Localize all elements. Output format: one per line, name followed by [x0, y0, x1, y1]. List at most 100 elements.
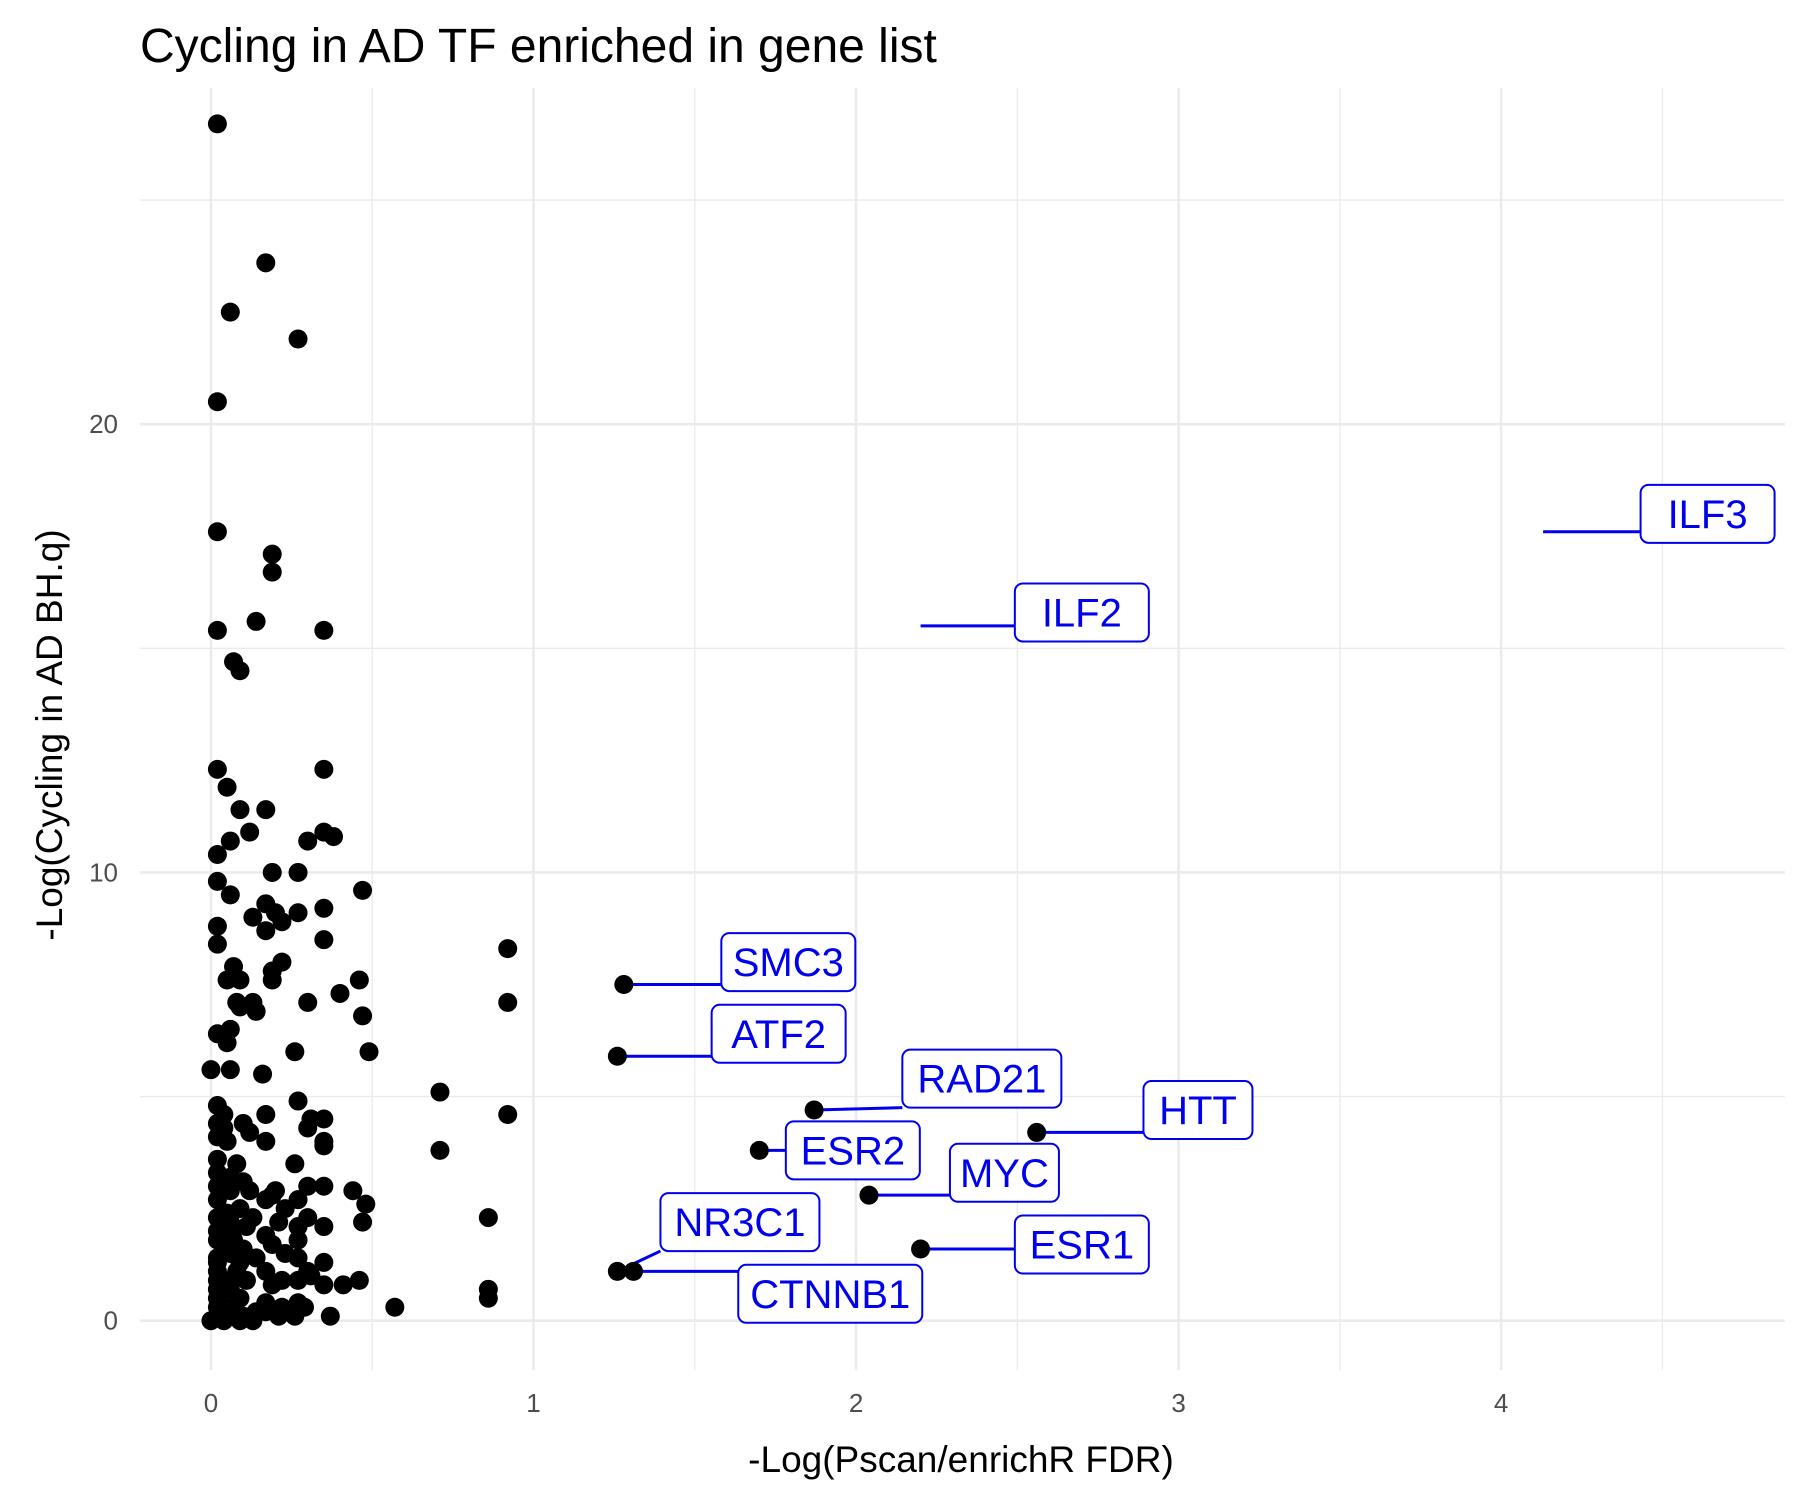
data-point [246, 1001, 266, 1021]
gene-label-box [1013, 1214, 1150, 1275]
data-point [240, 822, 260, 842]
data-point [349, 970, 369, 990]
y-axis-title: -Log(Cycling in AD BH.q) [29, 529, 70, 940]
data-point [298, 992, 318, 1012]
data-point [333, 1275, 353, 1295]
data-point [298, 1118, 318, 1138]
data-point [285, 1306, 305, 1326]
gene-label: ESR2 [784, 1120, 921, 1181]
data-point [343, 1181, 363, 1201]
gene-label-text: ESR1 [1030, 1223, 1135, 1267]
data-point [314, 930, 334, 950]
data-point [430, 1140, 450, 1160]
x-axis-tick-labels: 0 1 2 3 4 [204, 1388, 1509, 1418]
x-tick-label: 1 [526, 1388, 540, 1418]
data-point [236, 1270, 256, 1290]
gene-label-box [1639, 483, 1776, 544]
gene-label-box [710, 1003, 847, 1064]
data-point [298, 831, 318, 851]
data-point [288, 1248, 308, 1268]
data-point [478, 1208, 498, 1228]
gene-label: NR3C1 [659, 1192, 821, 1253]
x-axis-title: -Log(Pscan/enrichR FDR) [748, 1439, 1174, 1480]
data-point [220, 831, 240, 851]
data-point [478, 1288, 498, 1308]
y-tick-label: 10 [89, 857, 118, 887]
data-point [262, 562, 282, 582]
gene-label-box [720, 932, 857, 993]
minor-gridlines-x [371, 88, 1664, 1370]
data-point [207, 114, 227, 134]
data-point [498, 1104, 518, 1124]
gene-label: ILF2 [1013, 582, 1150, 643]
data-point [314, 620, 334, 640]
data-point [614, 975, 634, 995]
data-point [207, 1190, 227, 1210]
gene-label: SMC3 [720, 932, 857, 993]
gene-label-box [659, 1192, 821, 1253]
y-tick-label: 20 [89, 409, 118, 439]
data-point [314, 1136, 334, 1156]
data-point [272, 912, 292, 932]
data-point [385, 1297, 405, 1317]
label-connector [814, 1106, 903, 1112]
gene-label-box [784, 1120, 921, 1181]
gene-label: ESR1 [1013, 1214, 1150, 1275]
data-point [207, 871, 227, 891]
y-tick-label: 0 [104, 1306, 118, 1336]
gene-labels: ILF3 ILF2 SMC3 ATF2 RAD21 HTT ESR2 MYC NR3C1 ESR1… [659, 483, 1776, 1324]
gene-label-box [948, 1142, 1060, 1203]
data-point [314, 1275, 334, 1295]
gene-label-text: RAD21 [917, 1058, 1046, 1102]
data-point [220, 885, 240, 905]
x-tick-label: 4 [1494, 1388, 1508, 1418]
data-point [314, 898, 334, 918]
major-gridlines-y [140, 422, 1785, 1322]
gene-label-text: ILF3 [1668, 493, 1748, 537]
data-point [314, 1176, 334, 1196]
minor-gridlines-y [140, 199, 1785, 1098]
data-point [288, 903, 308, 923]
gene-label-text: ESR2 [801, 1129, 906, 1173]
data-point [207, 392, 227, 412]
x-tick-label: 2 [849, 1388, 863, 1418]
data-point [230, 661, 250, 681]
gene-label-text: MYC [960, 1152, 1049, 1196]
gene-label-box [901, 1048, 1063, 1109]
gene-label: CTNNB1 [737, 1263, 924, 1324]
data-point [240, 1181, 260, 1201]
data-point [236, 1217, 256, 1237]
data-point [246, 1248, 266, 1268]
data-point [207, 522, 227, 542]
gene-label-text: SMC3 [733, 941, 844, 985]
data-point [207, 620, 227, 640]
gene-label: HTT [1142, 1080, 1254, 1141]
gene-label: ATF2 [710, 1003, 847, 1064]
data-point [207, 845, 227, 865]
gene-label: MYC [948, 1142, 1060, 1203]
data-point [220, 1060, 240, 1080]
data-point [207, 916, 227, 936]
data-point [240, 1122, 260, 1142]
data-point [314, 1217, 334, 1237]
data-point [217, 777, 237, 797]
data-point [288, 329, 308, 349]
data-point [269, 1306, 289, 1326]
gene-label-box [1013, 582, 1150, 643]
gene-label-text: ATF2 [731, 1013, 826, 1057]
data-point [320, 1306, 340, 1326]
data-point [243, 907, 263, 927]
x-tick-label: 0 [204, 1388, 218, 1418]
data-point [207, 934, 227, 954]
data-point [243, 1311, 263, 1331]
data-point [288, 1230, 308, 1250]
chart-title: Cycling in AD TF enriched in gene list [140, 20, 937, 73]
data-point [359, 1042, 379, 1062]
data-points [201, 114, 1047, 1331]
data-point [230, 997, 250, 1017]
gene-label-box [737, 1263, 924, 1324]
data-point [353, 880, 373, 900]
data-point [353, 1006, 373, 1026]
label-connectors [616, 530, 1641, 1273]
